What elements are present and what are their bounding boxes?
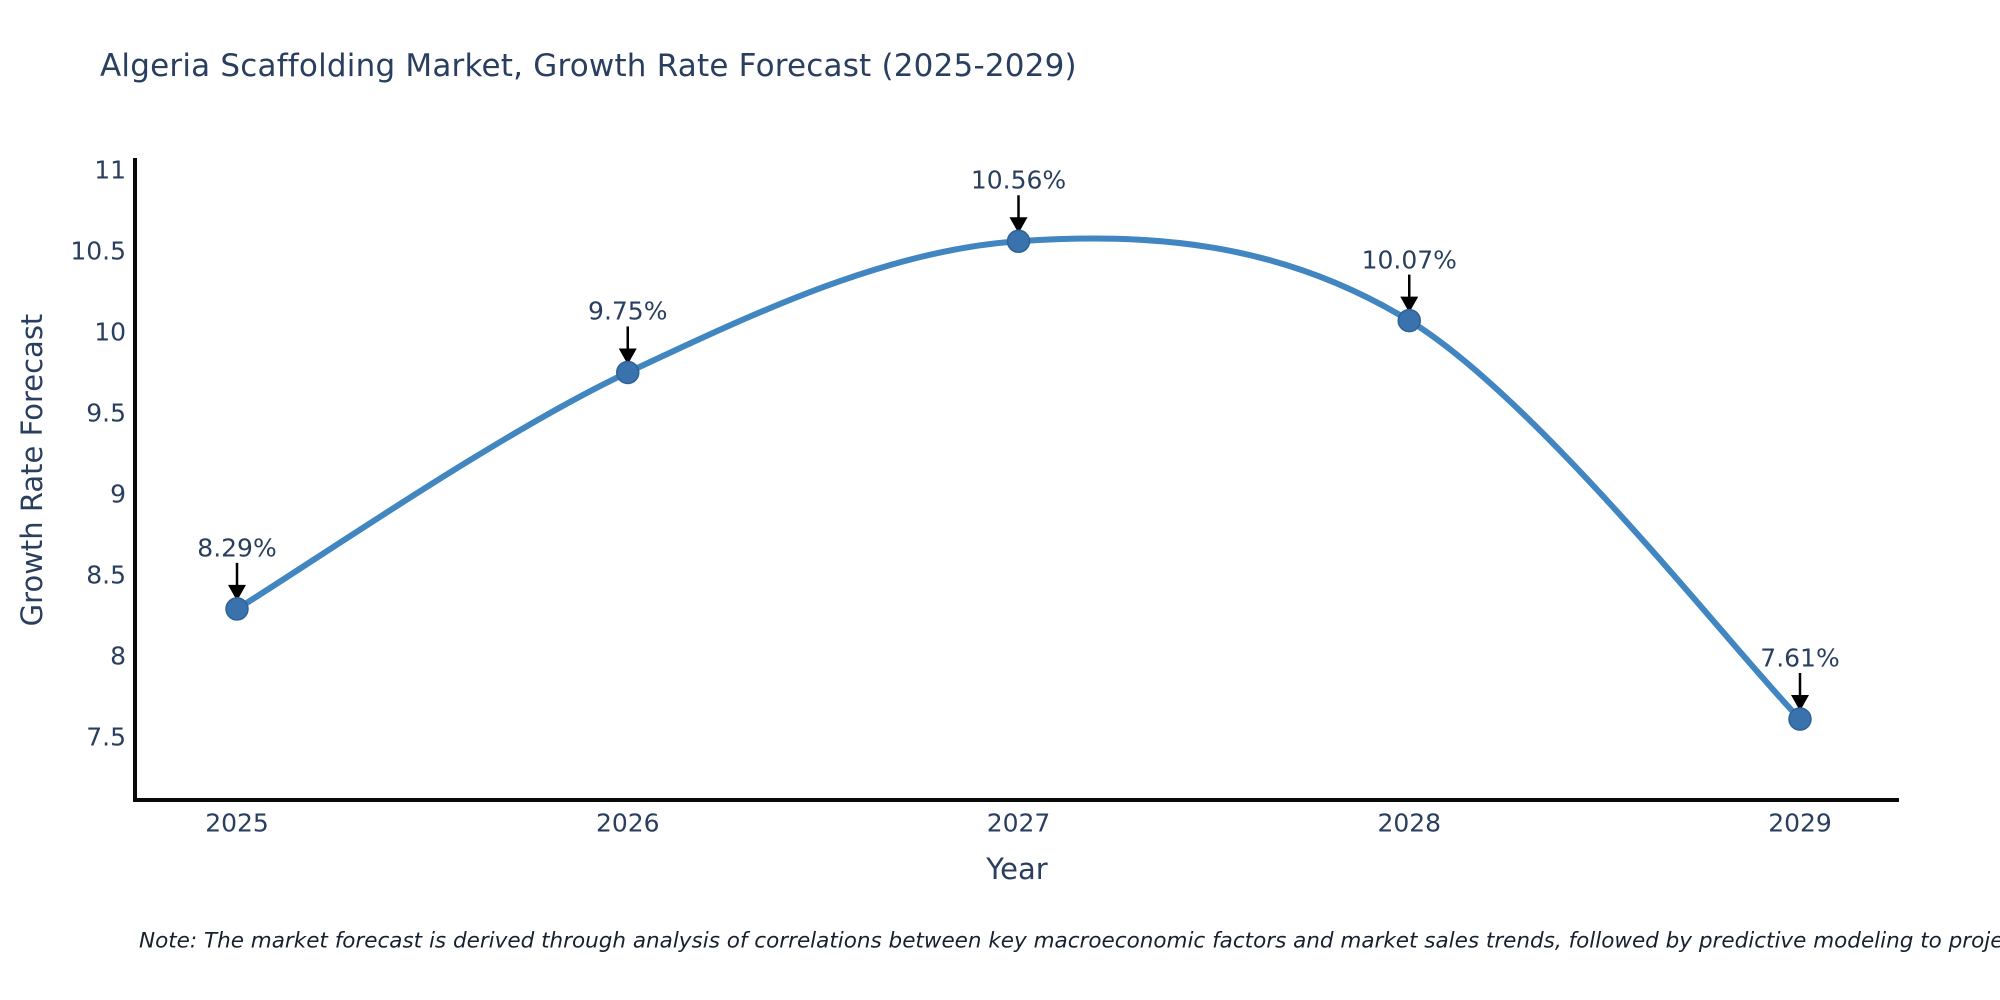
data-point-marker[interactable] [616,360,640,385]
y-tick-label: 9.5 [86,398,126,428]
series-line [234,235,1803,723]
data-point-marker[interactable] [1006,229,1031,254]
x-tick-label: 2027 [986,808,1051,838]
data-point-marker[interactable] [225,597,249,621]
point-value-label: 8.29% [197,533,277,563]
point-value-label: 10.07% [1361,245,1457,275]
annotation-arrow-head [1400,296,1419,313]
point-value-label: 9.75% [588,296,668,326]
annotation-arrow-head [228,584,246,601]
y-tick-label: 8 [110,641,126,671]
annotation-arrow-head [1791,695,1809,712]
x-tick-label: 2029 [1768,808,1832,838]
y-axis-title: Growth Rate Forecast [15,313,49,627]
chart-title: Algeria Scaffolding Market, Growth Rate … [100,48,1077,84]
y-tick-label: 9 [110,479,126,509]
y-tick-label: 10 [94,317,126,347]
footnote: Note: The market forecast is derived thr… [139,928,2000,954]
y-tick-label: 7.5 [86,722,126,752]
annotation-arrow-head [618,348,637,365]
point-value-label: 7.61% [1760,643,1840,673]
x-axis-title: Year [986,852,1048,886]
annotation-arrow-head [1009,217,1028,234]
point-value-label: 10.56% [970,165,1067,195]
x-tick-label: 2025 [205,808,269,838]
data-point-marker[interactable] [1788,707,1812,731]
y-tick-label: 10.5 [70,236,126,266]
x-tick-label: 2028 [1377,808,1442,838]
x-tick-label: 2026 [595,808,660,838]
y-tick-label: 8.5 [86,560,126,590]
y-tick-label: 11 [94,155,126,185]
data-point-marker[interactable] [1397,308,1421,333]
